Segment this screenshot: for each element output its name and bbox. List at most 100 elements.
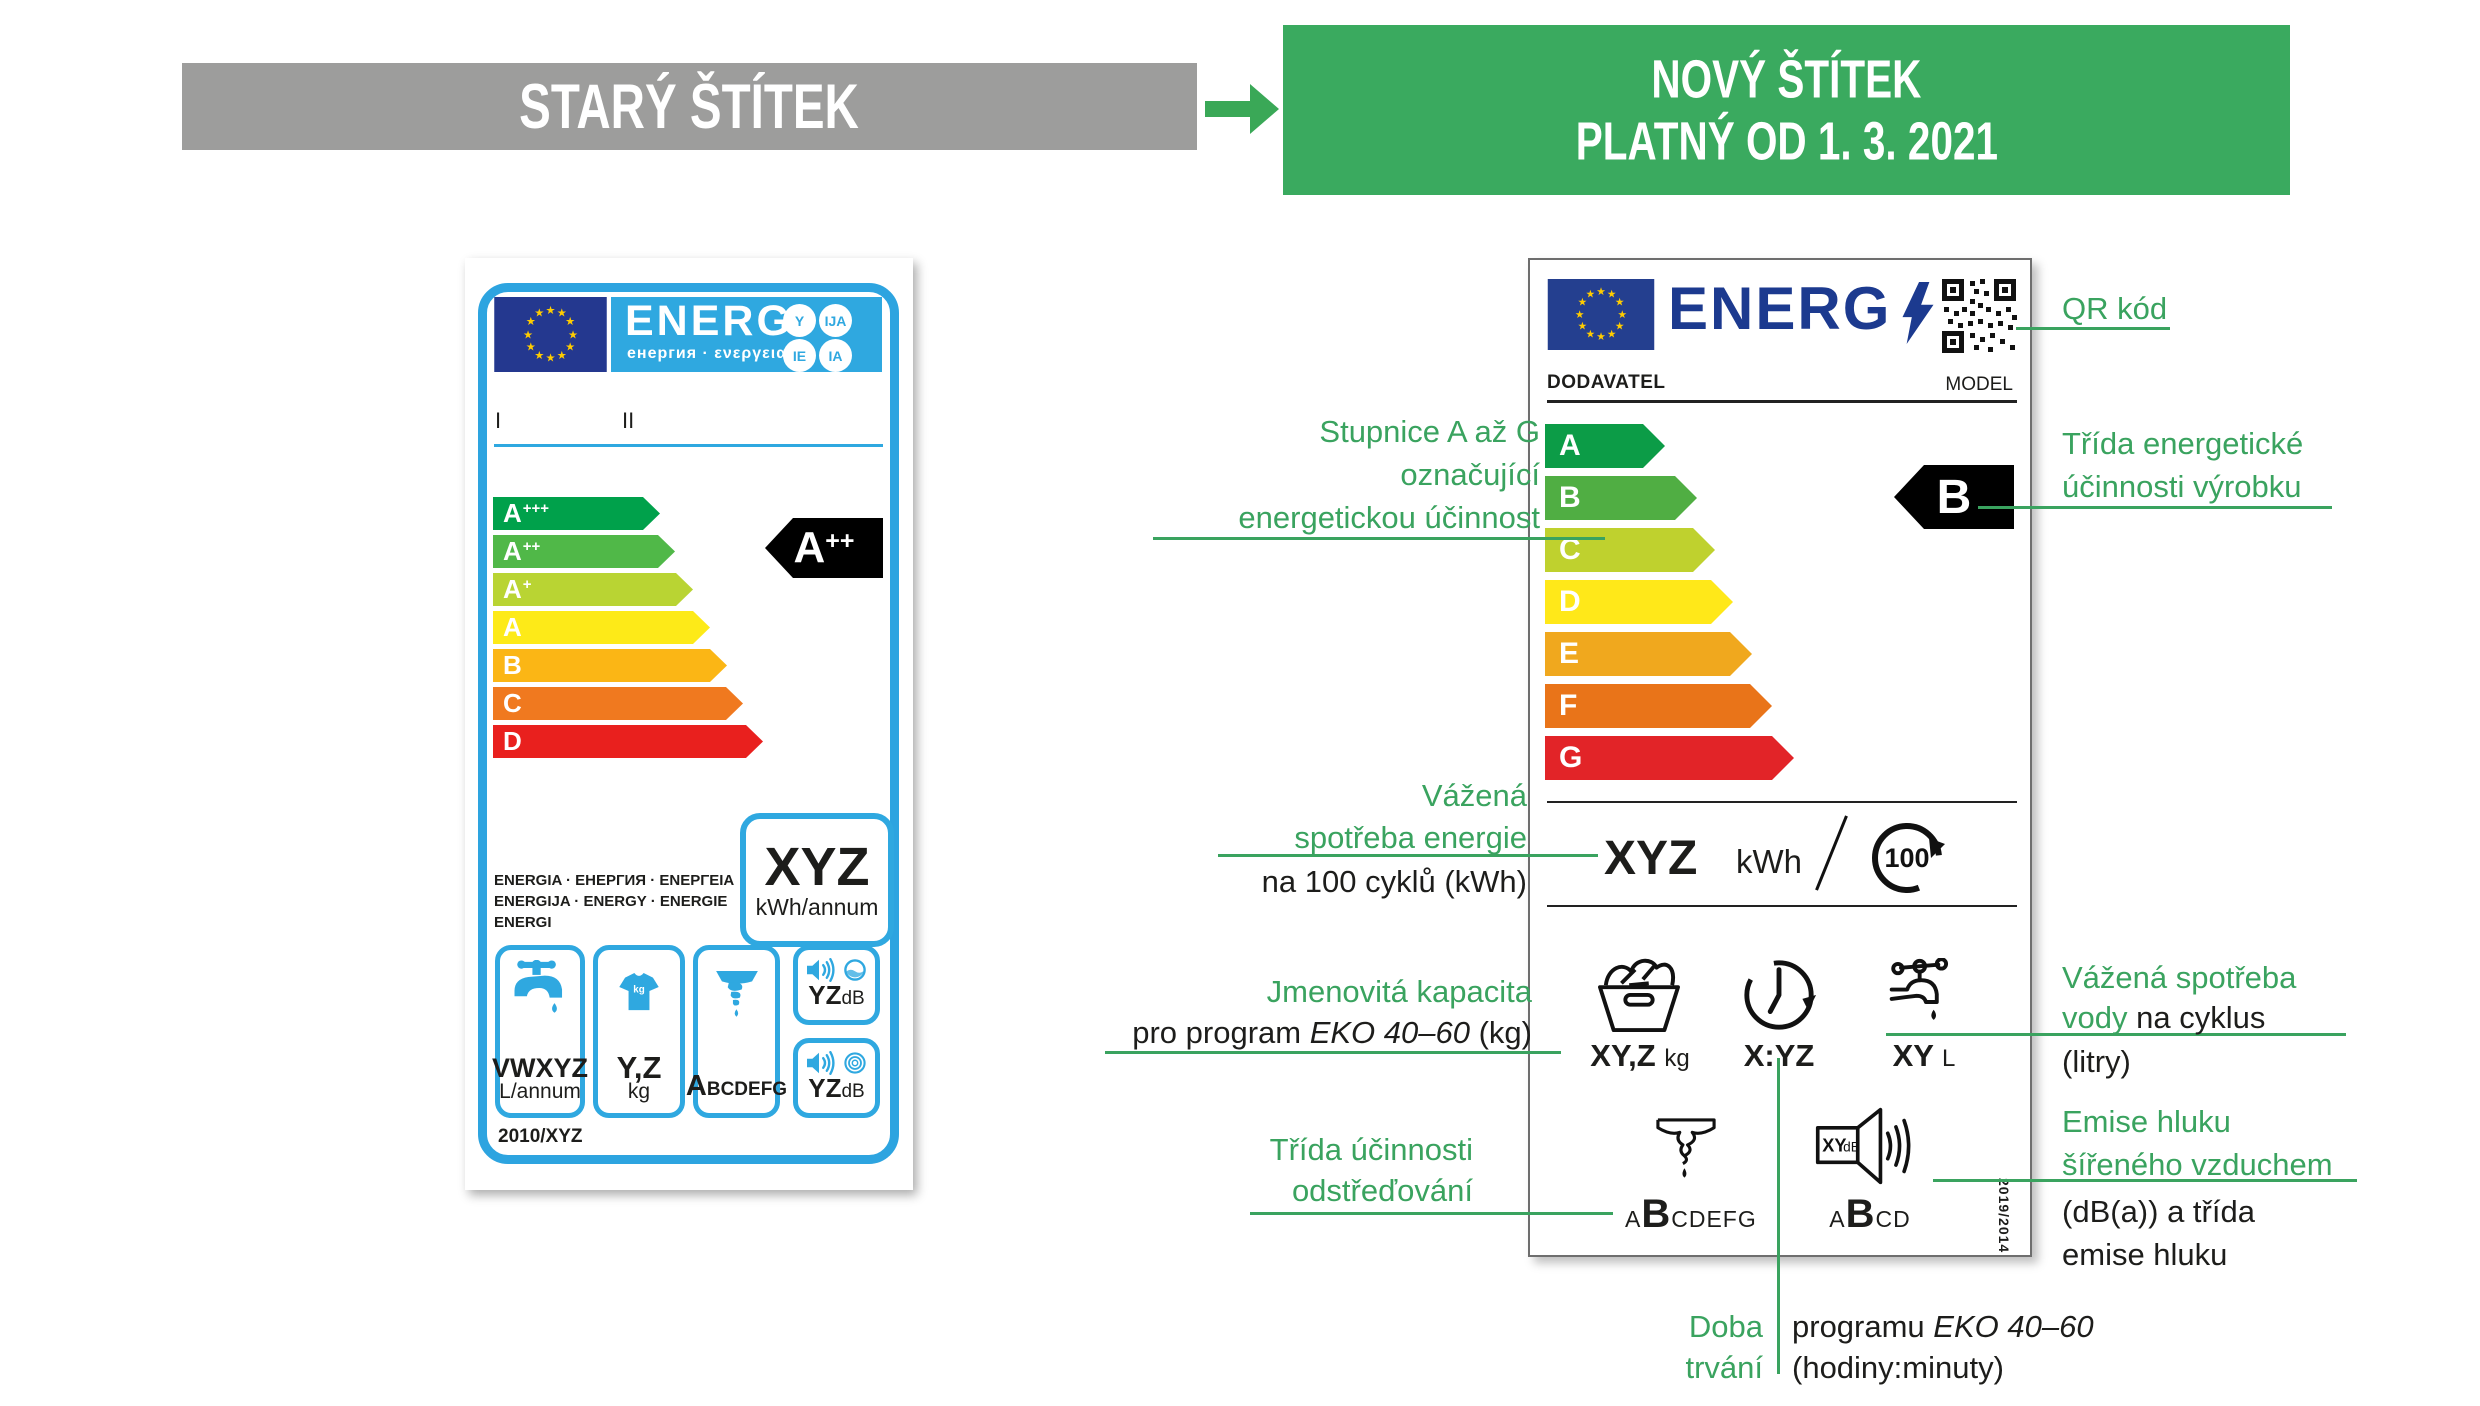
noise-wash-icon xyxy=(806,958,866,982)
new-spin-class: ABCDEFG xyxy=(1625,1192,1757,1236)
new-divider-1 xyxy=(1547,801,2017,803)
new-energy-unit: kWh xyxy=(1736,843,1802,880)
annotation-spin: Třída účinnosti odstřeďování xyxy=(1269,1132,1473,1208)
svg-text:★: ★ xyxy=(1607,288,1617,301)
old-energy-words: ENERGIA · ЕНЕРГИЯ · ΕΝΕΡΓΕΙΑ ENERGIJA · … xyxy=(494,872,735,931)
svg-text:★: ★ xyxy=(526,340,536,353)
old-scale-arrow-d: D xyxy=(493,725,763,758)
new-scale-arrow-g: G xyxy=(1545,736,1794,780)
old-scale-arrow-a3: A +++ xyxy=(493,497,660,530)
old-label-title: STARÝ ŠTÍTEK xyxy=(519,71,860,142)
old-noise-spin-box: YZdB xyxy=(793,1038,880,1118)
svg-text:★: ★ xyxy=(1586,328,1596,341)
old-rating-arrow: A ++ xyxy=(765,518,883,578)
new-scale-arrow-e: E xyxy=(1545,632,1752,676)
annotation-capacity: Jmenovitá kapacita pro program EKO 40–60… xyxy=(1132,974,1532,1050)
svg-text:★: ★ xyxy=(1607,328,1617,341)
old-water-value: VWXYZ xyxy=(492,1053,589,1083)
old-scale-arrow-c: C xyxy=(493,687,743,720)
spin-drain-icon xyxy=(1656,1118,1716,1178)
old-supplier-divider xyxy=(494,444,883,447)
tshirt-icon: kg xyxy=(619,973,659,1011)
svg-text:★: ★ xyxy=(1615,320,1625,333)
qr-code xyxy=(1940,277,2018,355)
svg-text:★: ★ xyxy=(534,307,544,320)
annotation-duration-black: programu EKO 40–60 (hodiny:minuty) xyxy=(1792,1309,2094,1385)
old-language-badge-ie: IE xyxy=(783,339,816,372)
old-model-placeholder: II xyxy=(622,408,635,433)
class-connector-line xyxy=(1978,506,2332,509)
svg-text:★: ★ xyxy=(565,340,575,353)
new-capacity-value: XY,Z kg xyxy=(1590,1038,1690,1073)
old-water-unit: L/annum xyxy=(499,1080,581,1103)
lightning-bolt-icon xyxy=(1902,282,1934,344)
svg-text:★: ★ xyxy=(1615,296,1625,309)
svg-text:★: ★ xyxy=(568,328,578,341)
cycles-count: 100 xyxy=(1884,843,1929,873)
new-energy-value: XYZ xyxy=(1604,832,1698,885)
new-rating-arrow: B xyxy=(1894,465,2014,529)
new-label-title-line1: NOVÝ ŠTÍTEK xyxy=(1651,48,1922,110)
svg-text:★: ★ xyxy=(1575,308,1585,321)
old-label-frame xyxy=(478,283,899,1164)
spin-drain-icon xyxy=(715,970,758,1017)
energy-connector-line xyxy=(1218,854,1598,857)
old-scale-arrow-b: B xyxy=(493,649,727,682)
laundry-basket-icon xyxy=(1598,958,1680,1033)
old-energy-label: ★ ★ ★ ★ ★ ★ ★ ★ ★ ★ ★ ★ ENERG енергия · ενεργεια… xyxy=(465,258,913,1190)
capacity-connector-line xyxy=(1105,1051,1561,1054)
old-consumption-box: XYZ kWh/annum xyxy=(740,813,894,947)
new-energ-wordmark: ENERG xyxy=(1668,275,1892,342)
old-spin-class: ABCDEFG xyxy=(685,1070,788,1102)
per-slash xyxy=(1815,815,1848,891)
old-water-box: VWXYZ L/annum xyxy=(492,945,589,1118)
new-scale-arrow-b: B xyxy=(1545,476,1697,520)
old-noise-wash-box: YZdB xyxy=(793,945,880,1025)
old-capacity-value: Y,Z xyxy=(616,1050,662,1085)
new-label-header-bar: NOVÝ ŠTÍTEK PLATNÝ OD 1. 3. 2021 xyxy=(1283,25,2290,195)
spin-connector-line xyxy=(1250,1212,1613,1215)
old-label-header-bar: STARÝ ŠTÍTEK xyxy=(182,63,1197,150)
old-language-badge-ia: IA xyxy=(819,339,852,372)
noise-unit: dB xyxy=(1843,1139,1860,1154)
svg-text:★: ★ xyxy=(523,328,533,341)
old-language-badge-y: Y xyxy=(783,304,816,337)
new-label-title-line2: PLATNÝ OD 1. 3. 2021 xyxy=(1575,110,1998,172)
eu-flag-icon: ★ ★ ★ ★ ★ ★ ★ ★ ★ ★ ★ ★ xyxy=(1545,279,1657,350)
noise-connector-line xyxy=(1933,1179,2357,1182)
old-scale-arrow-a2: A ++ xyxy=(493,535,675,568)
svg-text:★: ★ xyxy=(545,304,555,317)
qr-connector-line xyxy=(2016,327,2170,330)
annotation-water: Vážená spotřeba vody na cyklus (litry) xyxy=(2062,960,2297,1079)
svg-text:★: ★ xyxy=(1618,308,1628,321)
tshirt-kg-label: kg xyxy=(633,985,645,996)
noise-value: XY xyxy=(1822,1135,1846,1155)
old-supplier-placeholder: I xyxy=(495,408,502,433)
old-energ-wordmark: ENERG xyxy=(625,297,793,345)
svg-text:★: ★ xyxy=(1586,288,1596,301)
noise-speaker-icon: XY dB xyxy=(1815,1107,1911,1185)
water-connector-line xyxy=(1886,1033,2346,1036)
faucet-icon xyxy=(514,960,563,1013)
old-scale-arrow-a: A xyxy=(493,611,710,644)
new-energy-label: ★ ★ ★ ★ ★ ★ ★ ★ ★ ★ ★ ★ ENERG DODAVATEL MODEL A xyxy=(1528,258,2032,1257)
svg-text:★: ★ xyxy=(565,315,575,328)
annotation-duration-green: Doba trvání xyxy=(1685,1309,1763,1385)
old-consumption-unit: kWh/annum xyxy=(755,893,879,920)
svg-text:★: ★ xyxy=(557,349,567,362)
scale-connector-line xyxy=(1153,537,1605,540)
new-regulation-ref: 2019/2014 xyxy=(1996,1178,2012,1254)
clock-icon xyxy=(1744,960,1817,1030)
annotation-qr: QR kód xyxy=(2062,291,2168,326)
new-supplier-label: DODAVATEL xyxy=(1547,372,1666,393)
old-consumption-value: XYZ xyxy=(764,836,870,897)
noise-spin-icon xyxy=(806,1051,866,1075)
old-capacity-box: kg Y,Z kg xyxy=(593,945,685,1118)
old-regulation-ref: 2010/XYZ xyxy=(498,1126,583,1147)
new-scale-arrow-a: A xyxy=(1545,424,1665,468)
old-language-badge-ija: IJA xyxy=(819,304,852,337)
annotation-noise: Emise hluku šířeného vzduchem (dB(a)) a … xyxy=(2062,1104,2333,1272)
new-noise-class: ABCD xyxy=(1829,1192,1911,1236)
annotation-scale: Stupnice A až G označující energetickou … xyxy=(1238,414,1540,535)
svg-text:★: ★ xyxy=(534,349,544,362)
